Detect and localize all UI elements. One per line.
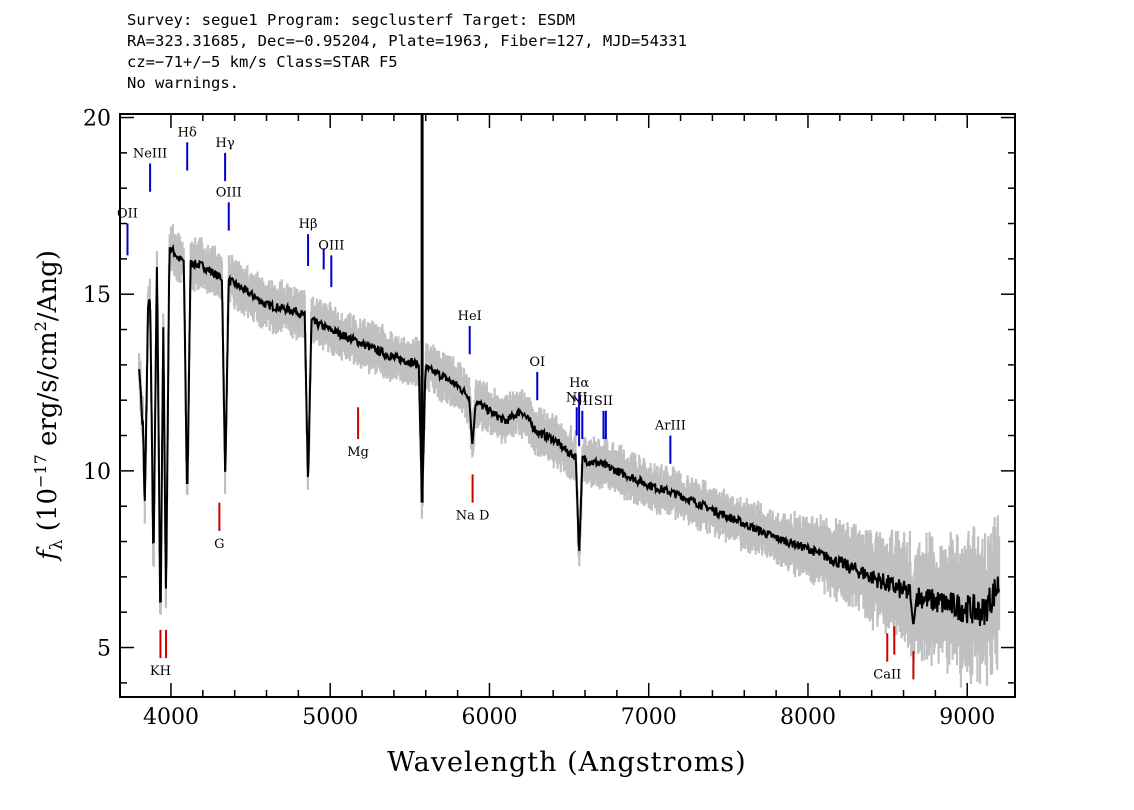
emission-line-3-label: Hγ (216, 136, 235, 151)
emission-line-10-label: NII (566, 390, 588, 405)
emission-line-15-label: ArIII (654, 419, 686, 434)
emission-line-4-label: OIII (216, 185, 242, 200)
emission-line-2-label: Hδ (178, 125, 197, 140)
emission-line-5-label: Hβ (299, 217, 318, 232)
emission-line-12-label: NII (571, 394, 593, 409)
x-tick-label: 7000 (621, 705, 677, 730)
flux-series (138, 114, 1001, 627)
axis-ticks: 4000 5000 6000 7000 8000 9000 5 10 15 20 (83, 107, 1015, 730)
x-tick-label: 9000 (939, 705, 995, 730)
emission-line-11-label: Hα (569, 376, 589, 391)
x-tick-label: 6000 (461, 705, 517, 730)
absorption-line-0-label: KH (150, 664, 171, 679)
absorption-line-2-label: G (214, 537, 224, 552)
emission-line-7-label: OIII (318, 238, 344, 253)
header-class-line: cz=−71+/−5 km/s Class=STAR F5 (127, 53, 398, 71)
y-axis-label: fλ (10−17 erg/s/cm2/Ang) (31, 250, 67, 562)
header-warnings-line: No warnings. (127, 74, 239, 92)
emission-line-0-label: OII (117, 207, 138, 222)
flux-line (138, 243, 1001, 627)
absorption-line-4-label: Na D (456, 509, 490, 524)
emission-line-8-label: HeI (458, 309, 482, 324)
header-survey-line: Survey: segue1 Program: segclusterf Targ… (127, 11, 575, 29)
absorption-line-3-label: Mg (347, 445, 369, 460)
x-tick-label: 4000 (143, 705, 199, 730)
y-tick-label: 10 (83, 460, 111, 485)
emission-line-1-label: NeIII (133, 146, 167, 161)
x-axis-label: Wavelength (Angstroms) (387, 747, 746, 778)
emission-line-13-label: SII (594, 394, 613, 409)
absorption-line-5-label: CaII (873, 668, 901, 683)
emission-line-9-label: OI (529, 355, 545, 370)
y-tick-label: 5 (97, 637, 111, 662)
x-tick-label: 8000 (780, 705, 836, 730)
header-coords-line: RA=323.31685, Dec=−0.95204, Plate=1963, … (127, 32, 687, 50)
spectrum-header: Survey: segue1 Program: segclusterf Targ… (127, 10, 687, 94)
plot-frame (119, 113, 1016, 698)
x-tick-label: 5000 (302, 705, 358, 730)
y-tick-label: 15 (83, 283, 111, 308)
y-tick-label: 20 (83, 107, 111, 132)
